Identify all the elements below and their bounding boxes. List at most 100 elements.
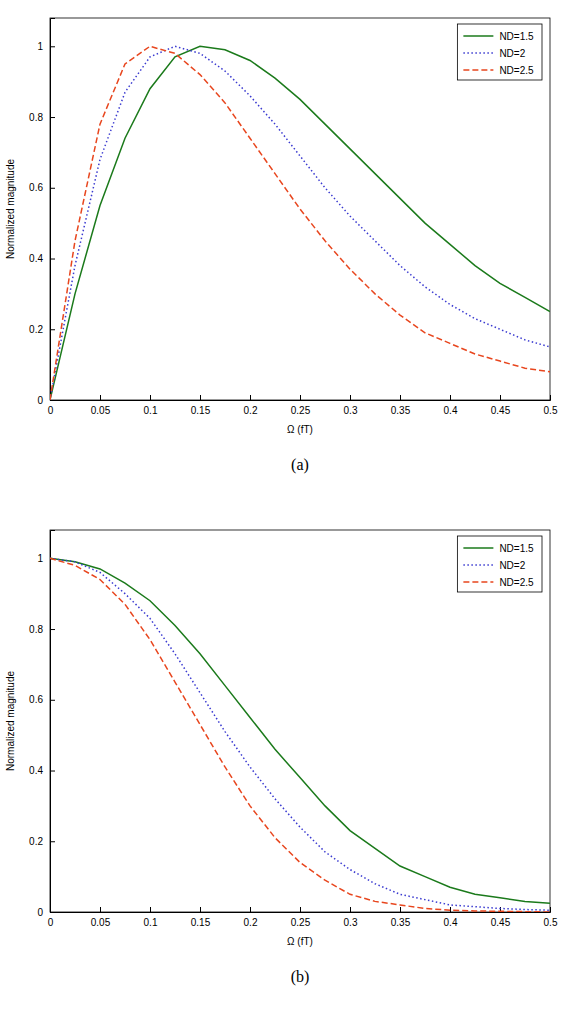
tick-label: 0.2 bbox=[29, 324, 43, 335]
tick: 0.3 bbox=[344, 907, 358, 928]
tick-label: 0.4 bbox=[444, 917, 458, 928]
tick-label: 0 bbox=[48, 405, 54, 416]
tick-mark bbox=[50, 771, 55, 772]
tick-mark bbox=[100, 395, 101, 400]
series-line bbox=[50, 558, 550, 910]
y-axis-title: Normalized magnitude bbox=[5, 159, 16, 259]
tick-mark bbox=[550, 395, 551, 400]
tick-label: 0 bbox=[48, 917, 54, 928]
tick: 0 bbox=[37, 907, 55, 918]
tick-mark bbox=[200, 395, 201, 400]
tick-label: 0 bbox=[37, 395, 43, 406]
legend-swatch bbox=[463, 35, 493, 37]
tick-label: 0.35 bbox=[391, 405, 411, 416]
tick-mark bbox=[400, 395, 401, 400]
tick-label: 0.6 bbox=[29, 182, 43, 193]
tick-label: 0.25 bbox=[291, 405, 311, 416]
x-axis: 00.050.10.150.20.250.30.350.40.450.5 bbox=[48, 395, 558, 416]
x-axis-title: Ω (fT) bbox=[287, 424, 313, 435]
tick-label: 0.05 bbox=[91, 917, 111, 928]
tick: 0.4 bbox=[29, 765, 55, 776]
tick: 0.2 bbox=[29, 324, 55, 335]
y-axis-title: Normalized magnitude bbox=[5, 671, 16, 771]
legend-label: ND=2 bbox=[499, 48, 525, 59]
tick-label: 0.2 bbox=[29, 836, 43, 847]
tick-mark bbox=[450, 395, 451, 400]
tick: 0.1 bbox=[144, 907, 158, 928]
legend-box bbox=[457, 24, 542, 80]
tick-label: 0.05 bbox=[91, 405, 111, 416]
y-axis: 0 0.2 0.4 0.6 0.8 1 bbox=[29, 531, 55, 918]
tick-mark bbox=[50, 912, 55, 913]
tick: 0.45 bbox=[491, 907, 511, 928]
tick-mark bbox=[50, 46, 55, 47]
axis-line bbox=[51, 395, 551, 401]
series-line bbox=[50, 558, 550, 912]
tick-mark bbox=[50, 117, 55, 118]
tick-label: 0.6 bbox=[29, 694, 43, 705]
tick: 0.8 bbox=[29, 624, 55, 635]
tick-label: 0.25 bbox=[291, 917, 311, 928]
tick: 0.6 bbox=[29, 694, 55, 705]
panel-caption: (b) bbox=[291, 968, 310, 986]
tick: 0.5 bbox=[544, 395, 558, 416]
tick-mark bbox=[300, 907, 301, 912]
tick-mark bbox=[50, 400, 55, 401]
tick: 0.25 bbox=[291, 907, 311, 928]
tick-mark bbox=[50, 188, 55, 189]
figure: 00.050.10.150.20.250.30.350.40.450.500.2… bbox=[0, 0, 570, 1025]
tick-mark bbox=[50, 259, 55, 260]
plot-frame bbox=[50, 18, 550, 400]
legend-swatch bbox=[463, 547, 493, 549]
tick: 0.05 bbox=[91, 395, 111, 416]
plot-lines bbox=[50, 558, 550, 912]
legend-swatch bbox=[463, 564, 493, 566]
tick-mark bbox=[250, 907, 251, 912]
tick-label: 1 bbox=[37, 41, 43, 52]
tick-mark bbox=[50, 841, 55, 842]
tick: 0.05 bbox=[91, 907, 111, 928]
legend: ND=1.5ND=2ND=2.5 bbox=[457, 536, 542, 592]
legend-label: ND=2 bbox=[499, 560, 525, 571]
tick-label: 0.35 bbox=[391, 917, 411, 928]
tick: 0.4 bbox=[444, 395, 458, 416]
tick-label: 0 bbox=[37, 907, 43, 918]
tick-label: 0.8 bbox=[29, 624, 43, 635]
tick-label: 0.3 bbox=[344, 917, 358, 928]
axis-line bbox=[51, 19, 56, 401]
legend-label: ND=2.5 bbox=[499, 577, 534, 588]
axis-line bbox=[51, 531, 56, 913]
tick-label: 0.8 bbox=[29, 112, 43, 123]
tick: 0.6 bbox=[29, 182, 55, 193]
tick-mark bbox=[50, 700, 55, 701]
panel: 00.050.10.150.20.250.30.350.40.450.500.2… bbox=[5, 18, 558, 474]
legend-label: ND=2.5 bbox=[499, 65, 534, 76]
tick-mark bbox=[50, 329, 55, 330]
x-axis: 00.050.10.150.20.250.30.350.40.450.5 bbox=[48, 907, 558, 928]
legend-swatch bbox=[463, 69, 493, 71]
legend-box bbox=[457, 536, 542, 592]
tick-mark bbox=[200, 907, 201, 912]
tick-mark bbox=[500, 395, 501, 400]
tick: 1 bbox=[37, 41, 55, 52]
tick: 0.2 bbox=[29, 836, 55, 847]
tick-label: 0.5 bbox=[544, 405, 558, 416]
tick: 0.45 bbox=[491, 395, 511, 416]
tick-label: 0.1 bbox=[144, 917, 158, 928]
tick: 0.35 bbox=[391, 395, 411, 416]
legend-swatch bbox=[463, 581, 493, 583]
series-line bbox=[50, 46, 550, 400]
tick-label: 1 bbox=[37, 553, 43, 564]
tick-label: 0.45 bbox=[491, 405, 511, 416]
tick: 0.25 bbox=[291, 395, 311, 416]
tick-label: 0.3 bbox=[344, 405, 358, 416]
series-line bbox=[50, 46, 550, 400]
tick-label: 0.1 bbox=[144, 405, 158, 416]
series-line bbox=[50, 46, 550, 400]
tick: 0.1 bbox=[144, 395, 158, 416]
tick-label: 0.4 bbox=[444, 405, 458, 416]
tick-label: 0.5 bbox=[544, 917, 558, 928]
tick-mark bbox=[400, 907, 401, 912]
tick-mark bbox=[150, 907, 151, 912]
tick-label: 0.2 bbox=[244, 405, 258, 416]
